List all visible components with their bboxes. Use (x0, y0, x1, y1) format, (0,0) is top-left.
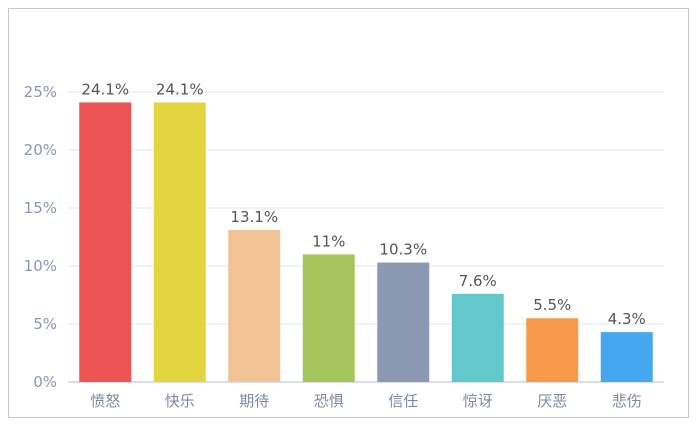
bar (526, 318, 579, 382)
x-tick-label: 信任 (388, 392, 418, 410)
x-tick-label: 期待 (239, 392, 269, 410)
data-label: 7.6% (459, 272, 497, 290)
bar (377, 262, 430, 382)
bar (79, 102, 132, 382)
data-label: 5.5% (533, 296, 571, 314)
bar (153, 102, 206, 382)
data-label: 10.3% (379, 241, 427, 259)
x-tick-label: 愤怒 (90, 392, 120, 410)
bar (302, 254, 355, 382)
bar (451, 293, 504, 382)
data-label: 13.1% (230, 208, 278, 226)
y-tick-label: 5% (33, 315, 57, 333)
x-tick-label: 悲伤 (612, 392, 642, 410)
y-tick-label: 0% (33, 373, 57, 391)
data-label: 24.1% (81, 80, 129, 98)
data-label: 24.1% (156, 80, 204, 98)
bar (600, 332, 653, 382)
y-tick-label: 10% (24, 257, 57, 275)
x-tick-label: 惊讶 (463, 392, 493, 410)
bar (228, 230, 281, 382)
x-tick-label: 快乐 (165, 392, 195, 410)
y-tick-label: 25% (24, 83, 57, 101)
x-tick-label: 厌恶 (537, 392, 567, 410)
data-label: 11% (312, 232, 345, 250)
data-label: 4.3% (608, 310, 646, 328)
x-tick-label: 恐惧 (314, 392, 344, 410)
y-tick-label: 20% (24, 141, 57, 159)
y-tick-label: 15% (24, 199, 57, 217)
